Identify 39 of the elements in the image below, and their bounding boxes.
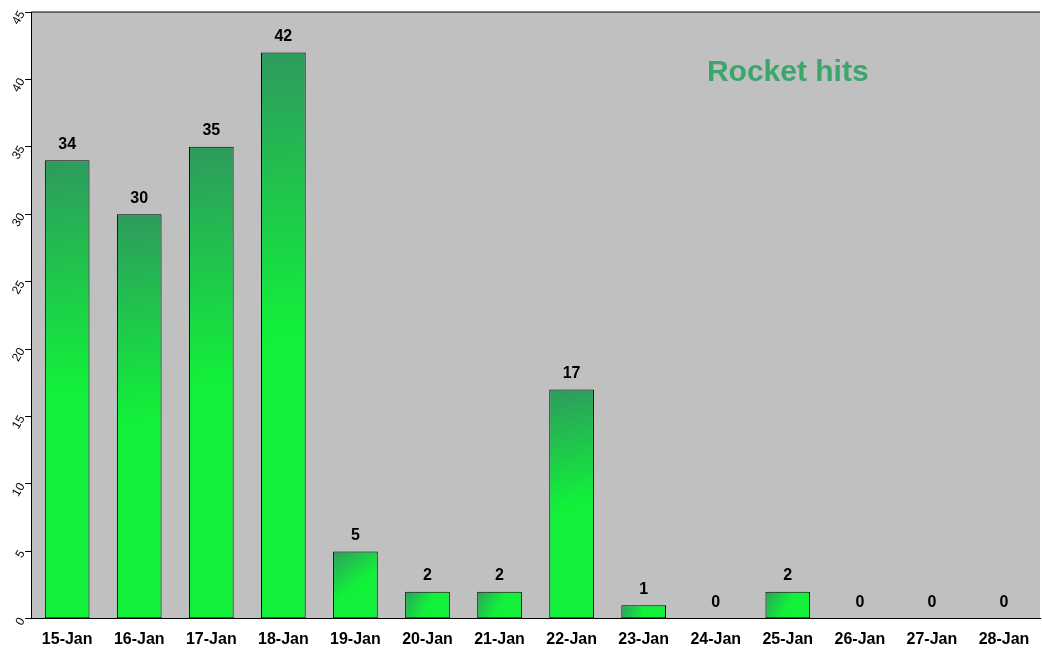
data-label: 30 — [130, 188, 149, 206]
data-label: 1 — [639, 579, 649, 597]
data-label: 17 — [562, 363, 581, 381]
y-tick-label: 10 — [8, 479, 28, 499]
x-tick-label: 27-Jan — [906, 629, 958, 647]
x-tick-label: 16-Jan — [113, 629, 165, 647]
x-tick-label: 18-Jan — [258, 629, 309, 647]
y-tick-label: 0 — [12, 614, 28, 628]
data-label: 2 — [495, 566, 505, 584]
data-label: 0 — [855, 593, 865, 611]
data-label: 0 — [711, 593, 721, 611]
x-tick-label: 23-Jan — [618, 629, 670, 647]
y-tick-label: 25 — [8, 277, 28, 297]
y-tick-label: 40 — [8, 75, 28, 95]
text: Rocket hits — [706, 54, 869, 88]
data-label: 2 — [783, 566, 793, 584]
x-tick-label: 15-Jan — [41, 629, 93, 647]
x-tick-label: 28-Jan — [978, 629, 1030, 647]
y-tick-label: 20 — [8, 344, 28, 364]
data-label: 5 — [350, 525, 360, 543]
data-label: 42 — [274, 26, 293, 44]
data-label: 0 — [927, 593, 937, 611]
x-tick-label: 24-Jan — [690, 629, 742, 647]
data-label: 35 — [202, 121, 221, 139]
x-tick-label: 25-Jan — [762, 629, 814, 647]
y-tick-label: 30 — [8, 210, 28, 229]
data-label: 0 — [999, 593, 1009, 611]
y-tick-label: 5 — [12, 547, 28, 561]
data-label: 34 — [58, 134, 77, 152]
y-tick-label: 45 — [8, 7, 28, 27]
x-tick-label: 22-Jan — [546, 629, 597, 647]
y-tick-label: 35 — [8, 142, 28, 162]
x-tick-label: 21-Jan — [474, 629, 525, 647]
y-tick-label: 15 — [8, 412, 28, 432]
x-tick-label: 26-Jan — [834, 629, 886, 647]
x-tick-label: 20-Jan — [402, 629, 453, 647]
x-tick-label: 19-Jan — [330, 629, 381, 647]
x-tick-label: 17-Jan — [185, 629, 237, 647]
data-label: 2 — [423, 566, 433, 584]
